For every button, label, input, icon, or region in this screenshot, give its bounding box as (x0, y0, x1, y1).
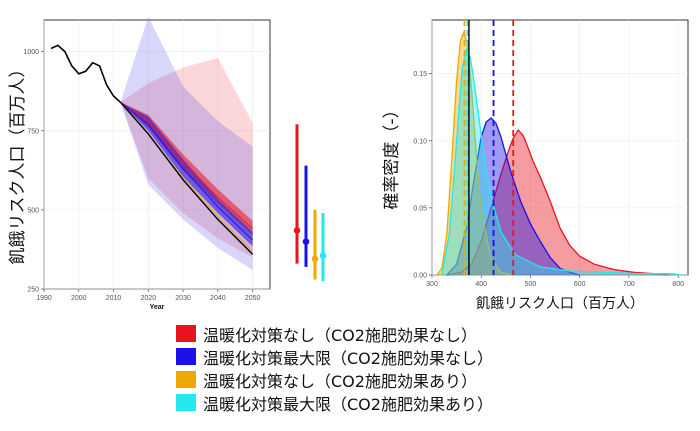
right-x-tick-label: 500 (525, 281, 537, 288)
legend-item: 温暖化対策最大限（CO2施肥効果あり） (176, 391, 596, 414)
right-density-line (446, 117, 580, 276)
left-y-axis-title: 飢餓リスク人口（百万人） (8, 61, 28, 265)
left-y-tick-label: 750 (27, 128, 39, 135)
left-x-tick-label: 2010 (106, 295, 122, 302)
legend-swatch (176, 394, 196, 411)
legend-label: 温暖化対策最大限（CO2施肥効果なし） (203, 348, 493, 368)
left-y-tick-label: 500 (27, 207, 39, 214)
left-plot-panel (43, 19, 271, 290)
right-density-area (436, 32, 511, 275)
left-x-tick-label: 2040 (210, 295, 226, 302)
right-density-area (446, 130, 669, 275)
left-series-line (120, 101, 254, 241)
legend-label: 温暖化対策なし（CO2施肥効果あり） (203, 371, 477, 391)
left-x-tick-label: 1990 (36, 295, 52, 302)
right-y-axis-title: 確率密度（-） (382, 101, 402, 209)
legend-swatch (176, 348, 196, 365)
right-plot-panel (431, 19, 689, 276)
right-density-area (446, 118, 580, 275)
legend-item: 温暖化対策なし（CO2施肥効果なし） (176, 322, 596, 345)
left-historical-line (50, 44, 122, 103)
right-y-tick-label: 0.15 (413, 71, 427, 78)
legend-label: 温暖化対策最大限（CO2施肥効果あり） (203, 394, 493, 414)
legend: 温暖化対策なし（CO2施肥効果なし） 温暖化対策最大限（CO2施肥効果なし） 温… (176, 322, 596, 414)
right-y-tick-label: 0.00 (413, 273, 427, 280)
legend-item: 温暖化対策なし（CO2施肥効果あり） (176, 368, 596, 391)
left-x-tick-label: 2000 (71, 295, 87, 302)
left-x-tick-label: 2050 (245, 295, 261, 302)
left-projection-line (119, 101, 254, 255)
right-x-axis-title: 飢餓リスク人口（百万人） (476, 295, 644, 312)
legend-swatch (176, 325, 196, 342)
right-y-tick-label: 0.10 (413, 138, 427, 145)
left-y-tick-label: 1000 (23, 49, 39, 56)
left-y-tick-label: 250 (27, 287, 39, 294)
range-median-dot-2050 (319, 252, 327, 260)
right-density-line (446, 129, 669, 276)
left-confidence-band (120, 102, 253, 247)
right-density-line (441, 47, 681, 276)
legend-item: 温暖化対策最大限（CO2施肥効果なし） (176, 345, 596, 368)
legend-label: 温暖化対策なし（CO2施肥効果なし） (203, 325, 477, 345)
right-x-tick-label: 400 (475, 281, 487, 288)
left-x-tick-label: 2030 (175, 295, 191, 302)
range-median-dot-2050 (293, 227, 301, 234)
right-density-line (436, 30, 511, 276)
left-x-axis-title: Year (150, 304, 165, 311)
right-x-tick-label: 700 (623, 281, 635, 288)
right-x-tick-label: 300 (426, 281, 438, 288)
left-series-line (120, 101, 254, 230)
right-density-area (441, 49, 681, 275)
range-median-dot-2050 (311, 255, 319, 263)
right-x-tick-label: 800 (672, 281, 684, 288)
range-median-dot-2050 (302, 238, 310, 245)
right-y-tick-label: 0.05 (413, 205, 427, 212)
left-x-tick-label: 2020 (141, 295, 157, 302)
right-x-tick-label: 600 (574, 281, 586, 288)
legend-swatch (176, 371, 196, 388)
